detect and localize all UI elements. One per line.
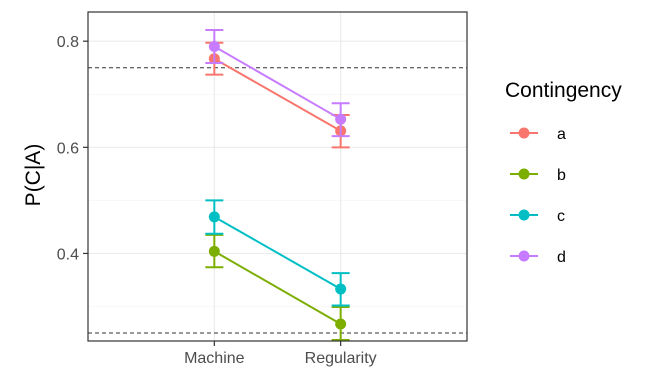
legend-item-b: b bbox=[510, 167, 566, 184]
legend-label: d bbox=[557, 249, 566, 266]
legend-item-a: a bbox=[510, 126, 566, 143]
axes: 0.4 0.6 0.8 Machine Regularity bbox=[57, 11, 468, 367]
y-tick-label: 0.4 bbox=[57, 246, 79, 263]
legend-label: b bbox=[557, 167, 566, 184]
data-point bbox=[335, 113, 347, 125]
data-point bbox=[335, 283, 347, 295]
legend-item-d: d bbox=[510, 249, 566, 266]
series-line bbox=[213, 45, 342, 121]
legend: Contingency a b c d bbox=[505, 79, 622, 266]
x-tick-label: Machine bbox=[184, 350, 245, 367]
plot-panel bbox=[88, 12, 467, 341]
series-d bbox=[205, 29, 350, 138]
series-line bbox=[213, 215, 342, 290]
legend-key-point bbox=[518, 250, 530, 262]
data-point bbox=[335, 318, 347, 330]
series-b bbox=[205, 233, 350, 341]
data-point bbox=[208, 40, 220, 52]
legend-key-point bbox=[518, 127, 530, 139]
y-axis-title: P(C|A) bbox=[22, 144, 45, 207]
series-layer bbox=[205, 29, 350, 341]
series-line bbox=[213, 57, 342, 132]
legend-key-point bbox=[518, 168, 530, 180]
y-tick-label: 0.8 bbox=[57, 34, 79, 51]
legend-item-c: c bbox=[510, 208, 565, 225]
y-tick-label: 0.6 bbox=[57, 140, 79, 157]
x-tick-label: Regularity bbox=[305, 350, 377, 367]
panel-border bbox=[87, 11, 468, 342]
legend-title: Contingency bbox=[505, 79, 622, 102]
data-point bbox=[208, 245, 220, 257]
series-line bbox=[213, 250, 342, 325]
reference-lines bbox=[88, 67, 467, 334]
series-c bbox=[205, 199, 350, 307]
legend-label: c bbox=[557, 208, 565, 225]
legend-label: a bbox=[557, 126, 566, 143]
legend-key-point bbox=[518, 209, 530, 221]
panel-background bbox=[88, 12, 467, 341]
data-point bbox=[208, 211, 220, 223]
